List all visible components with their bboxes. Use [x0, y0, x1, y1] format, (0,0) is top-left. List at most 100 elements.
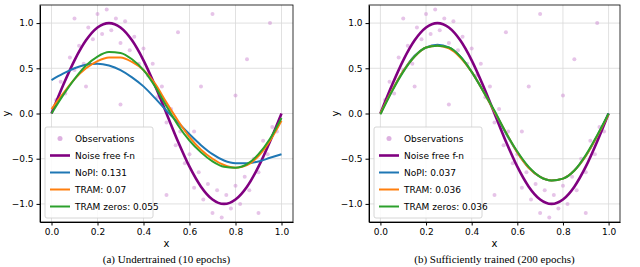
tick-mark	[472, 222, 473, 226]
tick-label: 0.2	[91, 227, 105, 237]
observation-point	[188, 152, 192, 156]
tick-label: 0.6	[183, 227, 198, 237]
tick: 1.0	[602, 222, 617, 237]
observation-point	[245, 57, 249, 61]
observation-point	[547, 215, 551, 219]
legend-label: TRAM zeros: 0.036	[403, 202, 488, 212]
observation-point	[165, 121, 169, 125]
tick-mark	[609, 222, 610, 226]
tick-label: −0.5	[12, 154, 34, 164]
observation-point	[520, 186, 524, 190]
observation-point	[538, 211, 542, 215]
legend-line	[379, 154, 399, 157]
observation-point	[234, 93, 238, 97]
tick-mark	[517, 222, 518, 226]
observation-point	[595, 21, 599, 25]
observation-point	[220, 215, 224, 219]
observation-point	[424, 12, 428, 16]
observation-point	[415, 26, 419, 30]
observation-point	[68, 55, 72, 59]
tick-label: 0.8	[229, 227, 244, 237]
tick: 0.0	[45, 222, 60, 237]
x-axis: 0.00.20.40.60.81.0	[41, 222, 294, 237]
tick-mark	[366, 159, 370, 160]
observation-point	[543, 188, 547, 192]
tick-label: 1.0	[602, 227, 617, 237]
tick-mark	[98, 222, 99, 226]
tick-mark	[282, 222, 283, 226]
legend-label: TRAM: 0.07	[74, 185, 126, 195]
observation-point	[199, 84, 203, 88]
panel-title: (a) Undertrained (10 epochs)	[103, 253, 231, 266]
observation-point	[123, 19, 127, 23]
tick: 0.6	[511, 222, 526, 237]
observation-point	[73, 17, 77, 21]
axis-line	[369, 6, 370, 223]
observation-point	[566, 202, 570, 206]
observation-point	[192, 186, 196, 190]
legend-label: Noise free f-n	[75, 151, 135, 161]
legend-marker	[58, 136, 63, 141]
panel-title: (b) Sufficiently trained (200 epochs)	[414, 253, 575, 266]
tick: 0.0	[19, 109, 40, 119]
tick-label: 0.2	[419, 227, 433, 237]
tick-label: 0.0	[348, 109, 363, 119]
tick: −0.5	[341, 154, 369, 164]
observation-point	[502, 143, 506, 147]
series-line	[52, 52, 282, 168]
observation-point	[497, 107, 501, 111]
legend-label: Observations	[75, 134, 135, 144]
observation-point	[451, 19, 455, 23]
tick-mark	[190, 222, 191, 226]
series-line	[380, 46, 608, 181]
observation-point	[268, 21, 272, 25]
legend-line	[50, 154, 70, 157]
grid	[40, 5, 293, 222]
tick-label: −0.5	[341, 154, 363, 164]
observation-point	[397, 55, 401, 59]
observation-point	[234, 184, 238, 188]
legend-line	[379, 172, 399, 174]
observation-point	[96, 12, 100, 16]
legend-label: TRAM zeros: 0.055	[74, 202, 159, 212]
tick-mark	[366, 114, 370, 115]
tick-label: −1.0	[12, 199, 34, 209]
observation-point	[132, 35, 136, 39]
series-line	[380, 45, 608, 181]
observation-point	[461, 35, 465, 39]
plot-area	[52, 8, 282, 220]
plot-frame	[40, 5, 293, 222]
tick-mark	[37, 23, 41, 24]
plot-area	[380, 8, 608, 220]
observation-point	[493, 193, 497, 197]
observation-point	[243, 175, 247, 179]
observation-point	[119, 41, 123, 45]
observation-point	[247, 188, 251, 192]
observation-point	[493, 121, 497, 125]
observation-point	[59, 80, 63, 84]
tick-label: 0.4	[465, 227, 480, 237]
x-axis-title: x	[492, 238, 498, 249]
legend-line	[50, 172, 70, 174]
x-axis-title: x	[164, 238, 170, 249]
observation-point	[229, 206, 233, 210]
tick-label: 0.0	[45, 227, 60, 237]
tick: 0.8	[229, 222, 244, 237]
observation-point	[447, 102, 451, 106]
tick-label: 0.6	[511, 227, 526, 237]
observation-point	[561, 93, 565, 97]
y-axis: −1.0−0.50.00.51.0	[12, 6, 41, 223]
observation-point	[413, 84, 417, 88]
observation-point	[238, 202, 242, 206]
legend-label: Observations	[404, 134, 464, 144]
series-line	[380, 46, 608, 181]
grid	[369, 5, 620, 222]
tick: 0.0	[348, 109, 369, 119]
observation-point	[192, 130, 196, 134]
observation-point	[447, 41, 451, 45]
tick: 1.0	[348, 18, 369, 28]
series-line	[52, 57, 282, 167]
tick: 0.5	[19, 64, 40, 74]
tick-mark	[366, 23, 370, 24]
axis-line	[41, 222, 294, 223]
